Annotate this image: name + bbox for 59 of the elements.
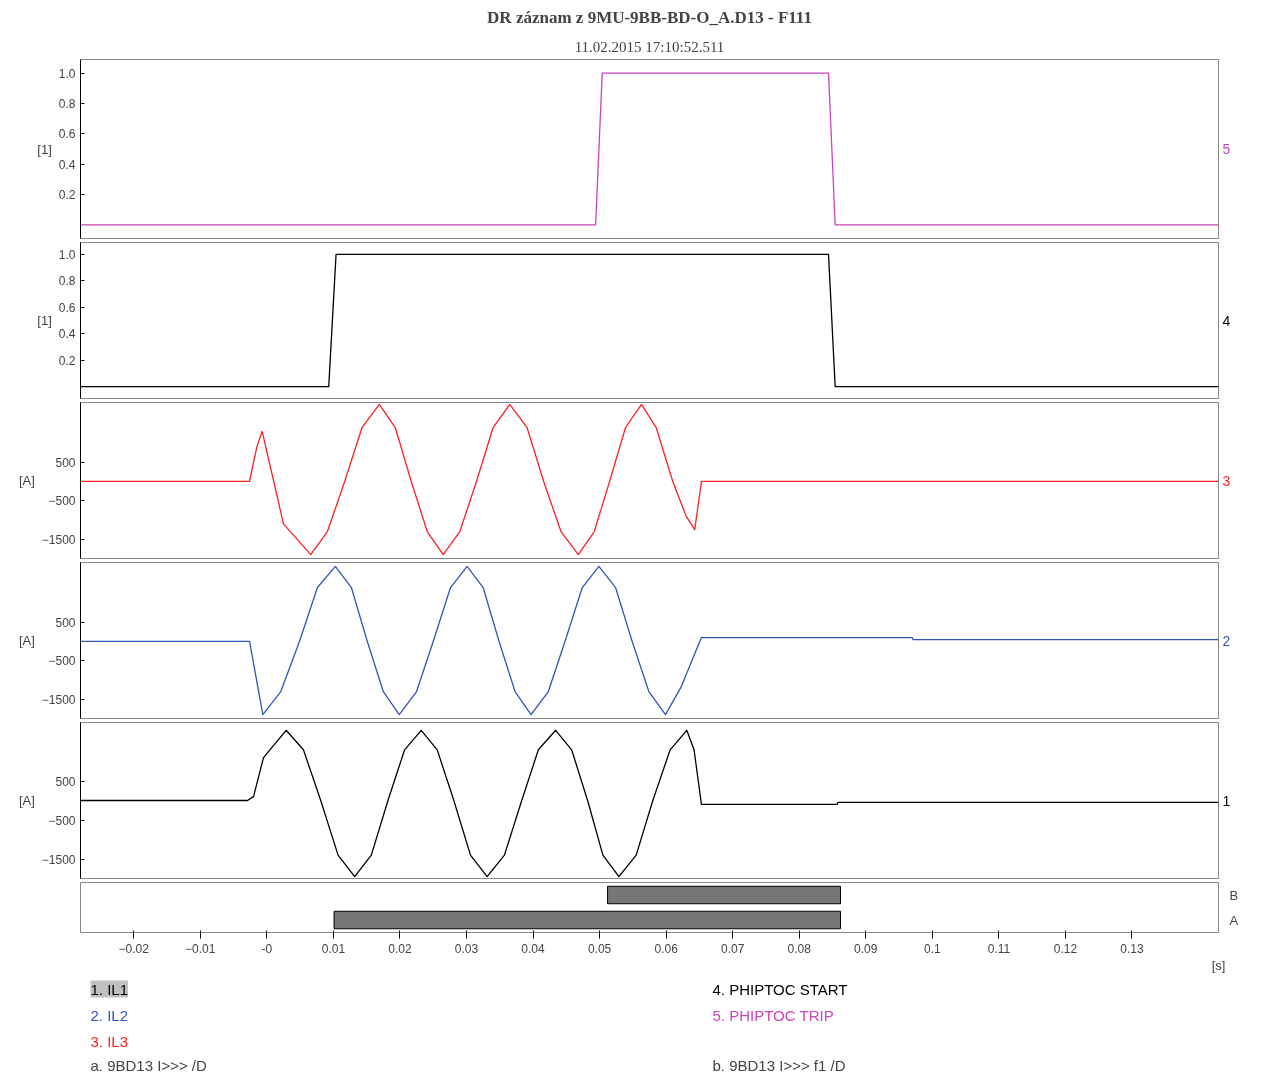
text: 2 [1222, 632, 1231, 649]
y-tick-label: −1500 [41, 852, 76, 867]
y-axis-title: [1] [37, 141, 52, 157]
y-tick-label: 0.6 [58, 127, 76, 142]
x-tick-label: 0.03 [454, 941, 479, 956]
text: a. 9BD13 I>>> /D [90, 1056, 207, 1074]
x-axis-title: [s] [1211, 957, 1226, 973]
y-axis-title: [A] [18, 793, 35, 808]
x-tick-label: 0.01 [321, 941, 346, 956]
y-tick-label: −1500 [41, 692, 76, 707]
y-tick-label: 0.2 [58, 188, 76, 203]
y-tick-label: 0.2 [58, 353, 76, 368]
y-tick-label: 0.8 [58, 274, 76, 289]
text: 1 [1222, 792, 1231, 809]
y-tick-label: −500 [48, 654, 76, 669]
y-tick-label: 0.6 [58, 300, 76, 315]
x-tick-label: 0.07 [721, 941, 745, 956]
x-tick-label: 0.11 [987, 941, 1011, 956]
x-tick-label: 0.04 [521, 941, 546, 956]
y-axis-title: [A] [18, 473, 35, 488]
category-label: A [1229, 912, 1239, 928]
y-tick-label: −500 [48, 494, 76, 509]
y-axis-title: [A] [18, 633, 35, 648]
text: 1. IL1 [90, 980, 129, 998]
text: 2. IL2 [90, 1006, 129, 1024]
category-label: B [1229, 887, 1239, 903]
x-tick-label: 0.12 [1053, 941, 1078, 956]
y-tick-label: 500 [55, 615, 76, 630]
y-tick-label: 500 [55, 455, 76, 470]
x-tick-label: 0.09 [854, 941, 878, 956]
y-tick-label: 0.4 [58, 157, 76, 172]
y-tick-label: 0.8 [58, 96, 76, 111]
x-tick-label: −0.02 [118, 941, 150, 956]
x-tick-label: -0 [261, 941, 273, 956]
text: 4. PHIPTOC START [712, 980, 848, 998]
y-tick-label: 500 [55, 774, 76, 789]
chart-title: DR záznam z 9MU-9BB-BD-O_A.D13 - F111 [487, 7, 812, 27]
y-tick-label: 0.4 [58, 327, 76, 342]
text: b. 9BD13 I>>> f1 /D [712, 1056, 846, 1074]
x-tick-label: 0.02 [388, 941, 412, 956]
y-tick-label: 1.0 [58, 66, 76, 81]
line-series [80, 403, 1219, 556]
y-axis-title: [1] [37, 313, 52, 328]
chart-subtitle: 11.02.2015 17:10:52.511 [574, 38, 725, 55]
text: 5. PHIPTOC TRIP [712, 1006, 834, 1024]
text: 5 [1222, 141, 1231, 157]
x-tick-label: 0.08 [787, 941, 812, 956]
text: 3 [1222, 472, 1231, 489]
y-tick-label: 1.0 [58, 247, 76, 262]
text: 4 [1222, 312, 1231, 329]
x-tick-label: 0.13 [1120, 941, 1144, 956]
x-tick-label: 0.05 [587, 941, 612, 956]
x-tick-label: −0.01 [185, 941, 216, 956]
y-tick-label: −1500 [41, 532, 76, 547]
y-tick-label: −500 [48, 813, 76, 828]
x-tick-label: 0.06 [654, 941, 679, 956]
text: 3. IL3 [90, 1032, 129, 1050]
x-tick-label: 0.1 [924, 941, 941, 956]
line-series [80, 565, 1219, 716]
